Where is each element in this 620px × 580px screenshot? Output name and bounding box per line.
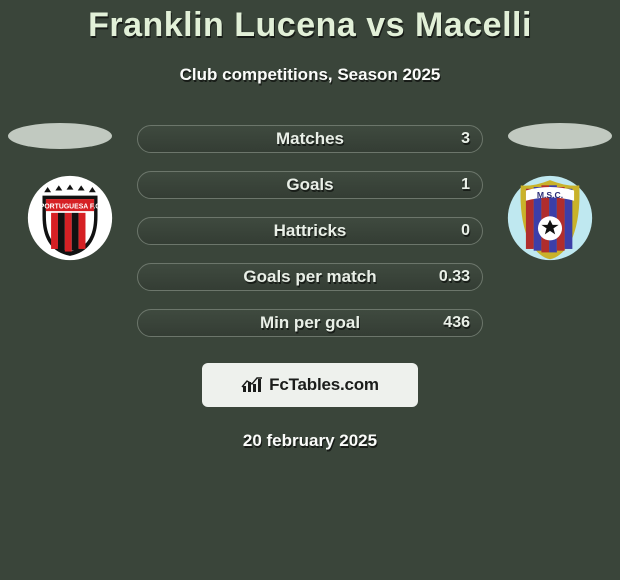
player-right-oval: [508, 123, 612, 149]
stat-value-right: 3: [461, 130, 470, 148]
stat-label: Hattricks: [274, 221, 347, 241]
player-left-oval: [8, 123, 112, 149]
brand-text: FcTables.com: [269, 375, 379, 395]
club-badge-right: M.S.C.: [507, 175, 593, 261]
stat-list: Matches 3 Goals 1 Hattricks 0 Goals per …: [137, 125, 483, 337]
stat-value-right: 1: [461, 176, 470, 194]
stat-label: Matches: [276, 129, 344, 149]
stat-row-min-per-goal: Min per goal 436: [137, 309, 483, 337]
stat-row-goals-per-match: Goals per match 0.33: [137, 263, 483, 291]
stat-label: Goals per match: [243, 267, 376, 287]
stat-label: Min per goal: [260, 313, 360, 333]
stat-value-right: 0: [461, 222, 470, 240]
bar-chart-icon: [241, 376, 263, 394]
stat-value-right: 436: [443, 314, 470, 332]
club-badge-left: PORTUGUESA F.C: [27, 175, 113, 261]
stat-row-goals: Goals 1: [137, 171, 483, 199]
msc-badge-icon: M.S.C.: [507, 175, 593, 261]
stat-label: Goals: [286, 175, 333, 195]
svg-text:PORTUGUESA F.C: PORTUGUESA F.C: [40, 204, 101, 211]
page-subtitle: Club competitions, Season 2025: [0, 65, 620, 85]
portuguesa-badge-icon: PORTUGUESA F.C: [27, 175, 113, 261]
svg-text:M.S.C.: M.S.C.: [537, 190, 563, 200]
stat-row-hattricks: Hattricks 0: [137, 217, 483, 245]
stat-row-matches: Matches 3: [137, 125, 483, 153]
page-title: Franklin Lucena vs Macelli: [0, 6, 620, 45]
datestamp: 20 february 2025: [0, 431, 620, 451]
stat-value-right: 0.33: [439, 268, 470, 286]
brand-attribution: FcTables.com: [202, 363, 418, 407]
comparison-stage: PORTUGUESA F.C M.S.C.: [0, 125, 620, 451]
